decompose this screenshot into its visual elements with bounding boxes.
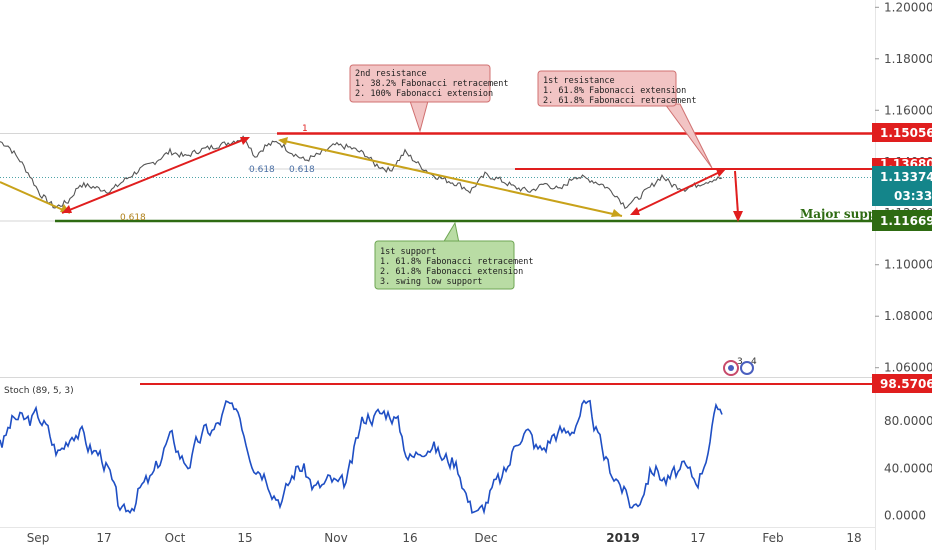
time-tick-label: Dec xyxy=(474,531,497,545)
price-tick-label: 1.18000 xyxy=(884,52,932,66)
red-arrow-down-head xyxy=(733,211,743,222)
annotation-line: 2. 61.8% Fabonacci extension xyxy=(380,267,523,277)
time-tick-label: 15 xyxy=(237,531,252,545)
event-badge-count: 4 xyxy=(751,357,757,367)
time-tick-label: Feb xyxy=(762,531,783,545)
price-tick-label: 1.16000 xyxy=(884,103,932,117)
price-tag-support[interactable]: 1.11669 xyxy=(872,210,932,231)
stoch-tick-label: 0.0000 xyxy=(884,509,926,523)
red-arrow-up-head xyxy=(240,137,250,145)
annotation-1st-resistance[interactable]: 1st resistance 1. 61.8% Fabonacci extens… xyxy=(537,70,713,169)
event-badge-dot xyxy=(728,365,734,371)
fib-label-1: 0.618 xyxy=(249,165,275,175)
stoch-axis[interactable]: 80.0000 40.0000 0.0000 xyxy=(884,414,932,523)
fib-label-2: 0.618 xyxy=(289,165,315,175)
gold-arrow-2 xyxy=(279,139,623,217)
red-arrow-up-2 xyxy=(631,169,725,215)
stoch-level-tag[interactable]: 98.5706 xyxy=(872,374,932,393)
time-axis[interactable]: Sep 17 Oct 15 Nov 16 Dec 2019 17 Feb 18 xyxy=(27,531,862,545)
annotation-line: 1. 61.8% Fabonacci retracement xyxy=(380,257,534,267)
countdown-text: 03:33 xyxy=(894,189,932,203)
price-tag-resistance-2[interactable]: 1.15056 xyxy=(872,123,932,142)
gold-arrow-2-tail xyxy=(278,137,288,145)
gold-arrows xyxy=(0,137,623,217)
stoch-indicator-label[interactable]: Stoch (89, 5, 3) xyxy=(4,386,74,396)
annotation-line: 1. 38.2% Fabonacci retracement xyxy=(355,79,509,89)
event-badge-icon[interactable] xyxy=(740,361,754,375)
annotation-line: 2. 61.8% Fabonacci retracement xyxy=(543,96,697,106)
time-tick-label: Sep xyxy=(27,531,50,545)
stoch-tick-label: 40.0000 xyxy=(884,461,932,475)
red-arrow-up-2-tail xyxy=(630,207,640,215)
price-tag-current[interactable]: 1.13374 03:33 xyxy=(872,166,932,206)
price-tag-text: 1.13374 xyxy=(880,170,932,184)
red-arrow-up-2-head xyxy=(716,169,726,177)
time-tick-label: Oct xyxy=(165,531,186,545)
gold-arrow-2-head xyxy=(611,209,622,217)
fib-label-4: 1 xyxy=(302,124,308,134)
price-tag-text: 1.15056 xyxy=(880,126,932,140)
annotation-1st-support[interactable]: 1st support 1. 61.8% Fabonacci retraceme… xyxy=(374,221,534,290)
price-tick-label: 1.20000 xyxy=(884,0,932,14)
annotation-title: 1st support xyxy=(380,247,436,257)
annotation-title: 2nd resistance xyxy=(355,69,427,79)
stoch-tag-text: 98.5706 xyxy=(880,377,932,391)
time-tick-label: 17 xyxy=(690,531,705,545)
annotation-title: 1st resistance xyxy=(543,76,615,86)
event-badges[interactable]: 3 4 xyxy=(723,357,757,376)
stoch-series-line[interactable] xyxy=(0,399,723,515)
red-arrow-up xyxy=(61,137,249,214)
gold-arrow-1 xyxy=(0,181,71,214)
time-tick-label: Nov xyxy=(324,531,347,545)
fib-label-3: 0.618 xyxy=(120,213,146,223)
price-tick-label: 1.06000 xyxy=(884,361,932,375)
annotation-line: 3. swing low support xyxy=(380,277,482,287)
red-arrows xyxy=(61,137,743,222)
time-tick-label: 16 xyxy=(402,531,417,545)
price-tick-label: 1.10000 xyxy=(884,258,932,272)
price-tag-text: 1.11669 xyxy=(880,214,932,228)
red-arrow-up-tail xyxy=(62,205,72,213)
event-badge-count: 3 xyxy=(737,357,743,367)
price-series-line[interactable] xyxy=(0,135,723,210)
price-tick-label: 1.08000 xyxy=(884,309,932,323)
time-tick-label: 18 xyxy=(846,531,861,545)
red-arrow-down xyxy=(734,170,739,215)
annotation-2nd-resistance[interactable]: 2nd resistance 1. 38.2% Fabonacci retrac… xyxy=(349,64,509,133)
annotation-line: 1. 61.8% Fabonacci extension xyxy=(543,86,686,96)
stoch-tick-label: 80.0000 xyxy=(884,414,932,428)
time-tick-label: 17 xyxy=(96,531,111,545)
time-tick-label: 2019 xyxy=(606,531,639,545)
annotation-line: 2. 100% Fabonacci extension xyxy=(355,89,493,99)
